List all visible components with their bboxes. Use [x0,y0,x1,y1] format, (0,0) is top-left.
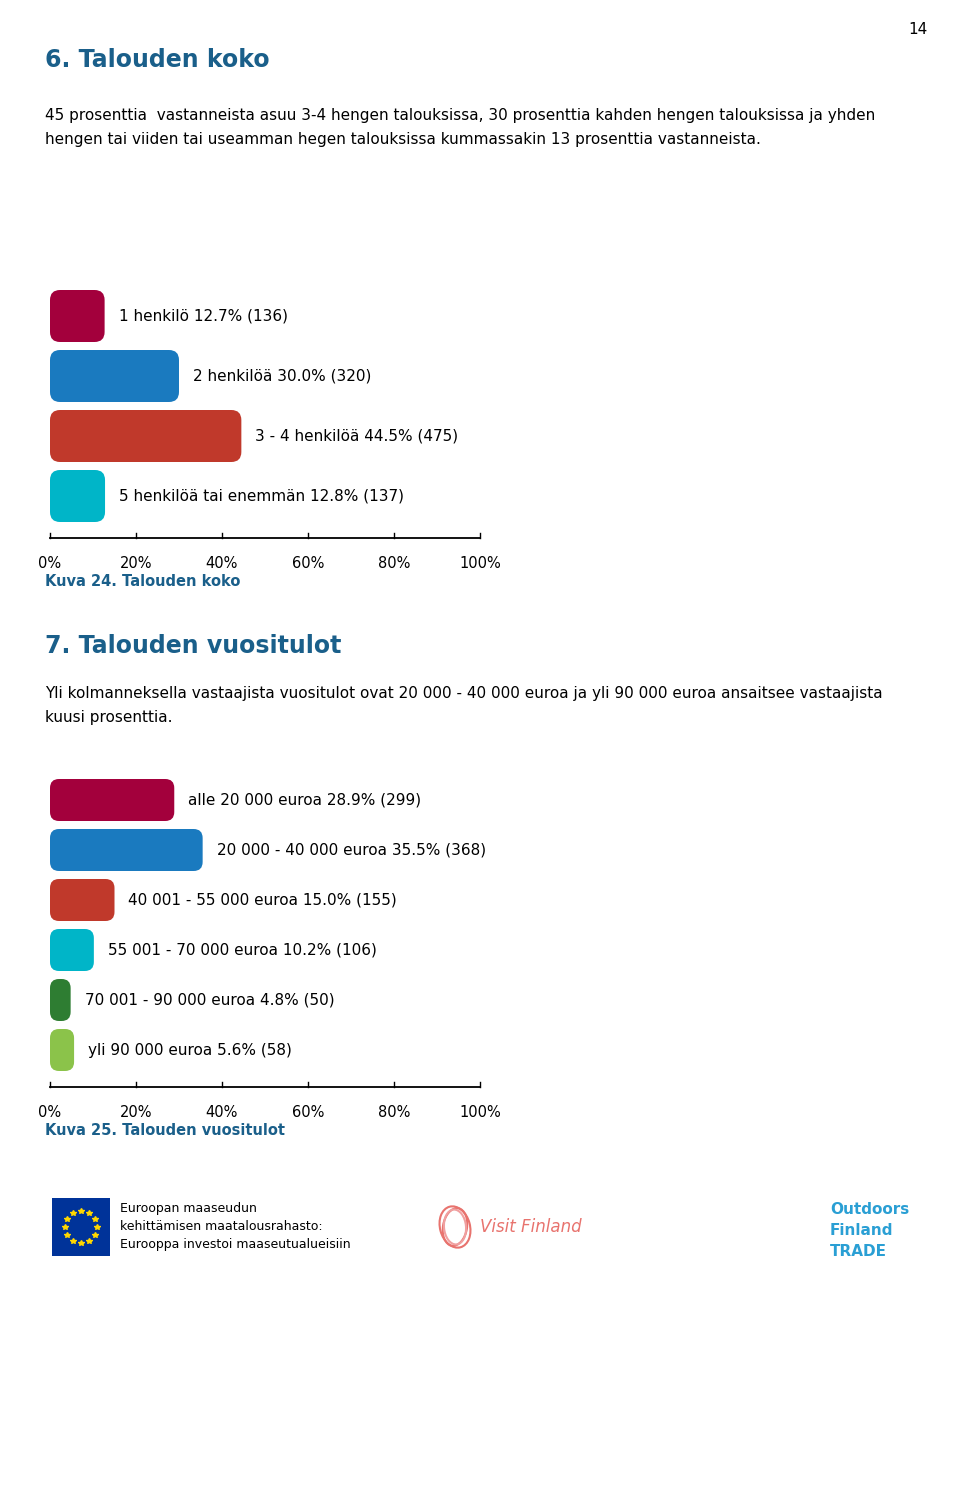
Text: 20 000 - 40 000 euroa 35.5% (368): 20 000 - 40 000 euroa 35.5% (368) [217,843,486,858]
Text: 2 henkilöä 30.0% (320): 2 henkilöä 30.0% (320) [193,368,372,384]
FancyBboxPatch shape [50,879,114,921]
Text: 60%: 60% [292,556,324,571]
Text: 60%: 60% [292,1105,324,1120]
FancyBboxPatch shape [50,469,105,522]
Text: 55 001 - 70 000 euroa 10.2% (106): 55 001 - 70 000 euroa 10.2% (106) [108,942,376,957]
FancyBboxPatch shape [50,979,71,1021]
Text: 20%: 20% [120,1105,153,1120]
Text: 7. Talouden vuositulot: 7. Talouden vuositulot [45,634,342,658]
Text: 45 prosenttia  vastanneista asuu 3-4 hengen talouksissa, 30 prosenttia kahden he: 45 prosenttia vastanneista asuu 3-4 heng… [45,108,876,123]
Text: 0%: 0% [38,1105,61,1120]
FancyBboxPatch shape [50,779,175,821]
Text: 1 henkilö 12.7% (136): 1 henkilö 12.7% (136) [119,308,288,323]
Text: 100%: 100% [459,556,501,571]
Text: alle 20 000 euroa 28.9% (299): alle 20 000 euroa 28.9% (299) [188,792,421,807]
Text: 100%: 100% [459,1105,501,1120]
Text: 0%: 0% [38,556,61,571]
FancyBboxPatch shape [50,830,203,872]
Text: kuusi prosenttia.: kuusi prosenttia. [45,710,173,725]
Text: 40%: 40% [205,1105,238,1120]
Text: 6. Talouden koko: 6. Talouden koko [45,48,270,72]
FancyBboxPatch shape [50,1029,74,1070]
Text: 3 - 4 henkilöä 44.5% (475): 3 - 4 henkilöä 44.5% (475) [255,429,459,444]
FancyBboxPatch shape [50,928,94,970]
FancyBboxPatch shape [50,410,241,462]
Text: Kuva 25. Talouden vuositulot: Kuva 25. Talouden vuositulot [45,1123,285,1138]
Text: Euroopan maaseudun
kehittämisen maatalousrahasto:
Eurooppa investoi maaseutualue: Euroopan maaseudun kehittämisen maatalou… [120,1202,350,1251]
Text: Visit Finland: Visit Finland [480,1218,582,1236]
Text: Outdoors
Finland
TRADE: Outdoors Finland TRADE [830,1202,909,1259]
Text: 80%: 80% [378,556,410,571]
FancyBboxPatch shape [52,1197,110,1256]
Text: 40%: 40% [205,556,238,571]
Text: 80%: 80% [378,1105,410,1120]
Text: Kuva 24. Talouden koko: Kuva 24. Talouden koko [45,574,240,589]
FancyBboxPatch shape [50,290,105,342]
Text: Yli kolmanneksella vastaajista vuositulot ovat 20 000 - 40 000 euroa ja yli 90 0: Yli kolmanneksella vastaajista vuositulo… [45,686,882,701]
Text: 20%: 20% [120,556,153,571]
Text: 14: 14 [909,22,928,37]
Text: hengen tai viiden tai useamman hegen talouksissa kummassakin 13 prosenttia vasta: hengen tai viiden tai useamman hegen tal… [45,132,761,147]
Text: 5 henkilöä tai enemmän 12.8% (137): 5 henkilöä tai enemmän 12.8% (137) [119,489,404,504]
Text: 40 001 - 55 000 euroa 15.0% (155): 40 001 - 55 000 euroa 15.0% (155) [129,893,397,907]
Text: yli 90 000 euroa 5.6% (58): yli 90 000 euroa 5.6% (58) [88,1042,292,1057]
Text: 70 001 - 90 000 euroa 4.8% (50): 70 001 - 90 000 euroa 4.8% (50) [84,993,334,1008]
FancyBboxPatch shape [50,350,179,402]
